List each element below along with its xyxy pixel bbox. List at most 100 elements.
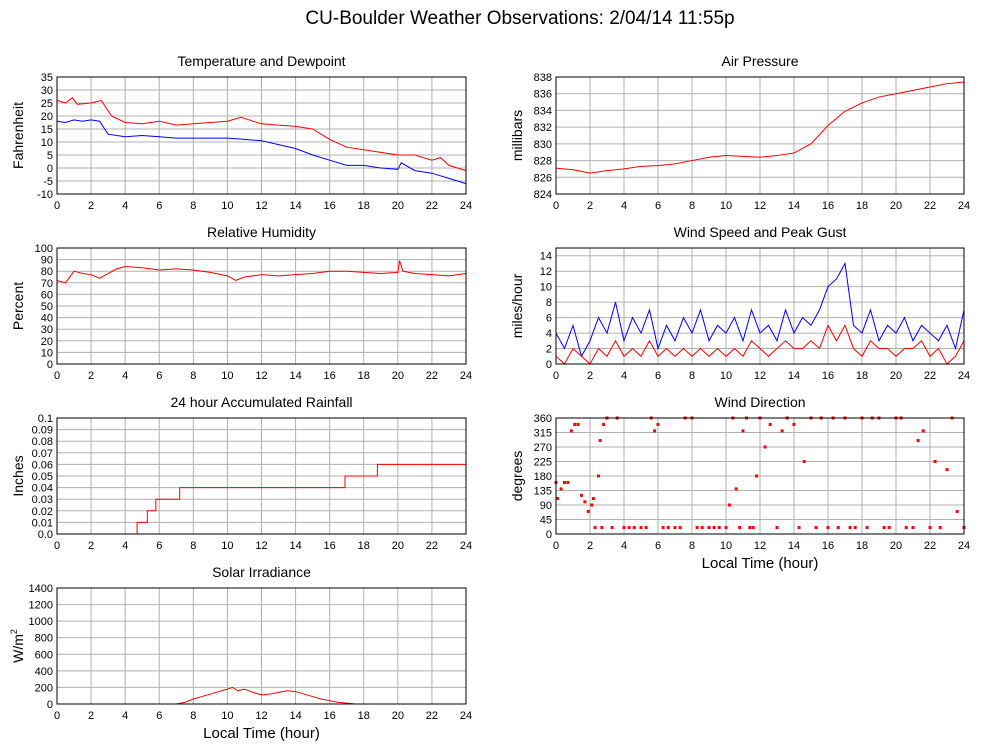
y-tick-label: -10 — [37, 189, 53, 201]
x-tick-label: 6 — [156, 200, 162, 212]
x-tick-label: 24 — [460, 710, 472, 722]
y-tick-label: 10 — [41, 347, 53, 359]
y-tick-label: 25 — [41, 98, 53, 110]
y-tick-label: 824 — [534, 189, 552, 201]
x-tick-label: 20 — [392, 540, 404, 552]
data-point — [775, 526, 779, 530]
y-tick-label: 0.07 — [32, 448, 53, 460]
data-point — [768, 422, 772, 426]
x-tick-label: 20 — [890, 370, 902, 382]
x-tick-label: 12 — [255, 200, 267, 212]
data-point — [563, 480, 566, 484]
chart-solar: 0 2 4 6 8 10 12 14 16 18 20 22 240200400600800100012… — [9, 564, 472, 742]
series-line-0 — [56, 97, 467, 172]
y-axis-label-text: miles/hour — [509, 273, 525, 338]
data-point — [673, 526, 677, 530]
data-point — [656, 422, 660, 426]
x-tick-label: 16 — [822, 200, 834, 212]
data-point — [928, 526, 932, 530]
y-tick-label: 8 — [546, 297, 552, 309]
data-point — [586, 509, 590, 513]
y-axis-label: W/m2 — [9, 629, 26, 663]
y-tick-label: 0 — [546, 529, 552, 541]
x-tick-label: 10 — [221, 370, 233, 382]
x-tick-label: 10 — [221, 540, 233, 552]
y-tick-label: 5 — [47, 150, 53, 162]
y-tick-label: 0.04 — [32, 483, 53, 495]
x-tick-label: 20 — [392, 370, 404, 382]
x-tick-label: 0 — [54, 540, 60, 552]
y-tick-label: 800 — [35, 633, 53, 645]
data-point — [583, 500, 587, 504]
data-point — [724, 526, 728, 530]
x-tick-label: 4 — [122, 540, 128, 552]
series-line-1 — [56, 119, 467, 185]
y-tick-label: 80 — [41, 266, 53, 278]
chart-title: Air Pressure — [721, 53, 798, 69]
y-tick-label: 135 — [534, 486, 552, 498]
y-tick-label: 70 — [41, 278, 53, 290]
data-point — [741, 429, 745, 433]
data-point — [661, 526, 665, 530]
data-point — [865, 526, 869, 530]
data-point — [700, 526, 704, 530]
x-tick-label: 22 — [426, 370, 438, 382]
x-tick-label: 10 — [720, 200, 732, 212]
y-tick-label: 225 — [534, 457, 552, 469]
y-tick-label: 1000 — [29, 616, 53, 628]
x-tick-label: 2 — [88, 200, 94, 212]
x-tick-label: 22 — [924, 370, 936, 382]
x-tick-label: 14 — [788, 370, 800, 382]
y-tick-label: 0.08 — [32, 436, 53, 448]
x-tick-label: 10 — [221, 200, 233, 212]
x-tick-label: 20 — [392, 710, 404, 722]
data-point — [576, 422, 580, 426]
x-tick-label: 4 — [122, 710, 128, 722]
series-line-0 — [57, 463, 466, 535]
data-point — [717, 526, 721, 530]
y-tick-label: 0.09 — [32, 425, 53, 437]
data-point — [610, 526, 614, 530]
y-axis-label-superscript: 2 — [9, 629, 19, 634]
x-tick-label: 18 — [358, 540, 370, 552]
x-tick-label: 2 — [587, 540, 593, 552]
data-point — [887, 526, 891, 530]
x-tick-label: 2 — [587, 370, 593, 382]
y-tick-label: 270 — [534, 442, 552, 454]
y-tick-label: 15 — [41, 124, 53, 136]
y-tick-label: 0 — [47, 163, 53, 175]
x-tick-label: 0 — [553, 540, 559, 552]
data-point — [848, 526, 852, 530]
x-tick-label: 6 — [655, 540, 661, 552]
y-axis-label: Fahrenheit — [10, 102, 26, 169]
data-point — [734, 487, 738, 491]
data-point — [597, 474, 600, 478]
x-tick-label: 0 — [54, 370, 60, 382]
y-tick-label: 14 — [540, 251, 552, 263]
y-axis-label-text: millibars — [509, 110, 525, 161]
x-tick-label: 22 — [426, 540, 438, 552]
y-tick-label: 10 — [41, 137, 53, 149]
x-tick-label: 4 — [621, 200, 627, 212]
x-tick-label: 24 — [958, 370, 970, 382]
y-axis-label-text: Inches — [10, 455, 26, 496]
plot-frame — [555, 417, 965, 535]
x-tick-label: 4 — [621, 540, 627, 552]
chart-pres: 0 2 4 6 8 10 12 14 16 18 20 22 248248268288308328348… — [509, 53, 970, 212]
x-tick-label: 6 — [655, 370, 661, 382]
data-point — [602, 422, 606, 426]
y-tick-label: 100 — [35, 243, 53, 255]
series-line-0 — [57, 686, 466, 705]
y-tick-label: 400 — [35, 666, 53, 678]
data-point — [921, 429, 925, 433]
y-tick-label: 826 — [534, 172, 552, 184]
y-tick-label: 0.02 — [32, 506, 53, 518]
data-point — [904, 526, 908, 530]
data-point — [797, 526, 801, 530]
series-line-0 — [56, 260, 467, 284]
chart-rain: 0 2 4 6 8 10 12 14 16 18 20 22 240.00.010.020.030.04… — [10, 394, 472, 552]
data-point — [590, 503, 594, 507]
x-tick-label: 18 — [856, 200, 868, 212]
x-tick-label: 10 — [221, 710, 233, 722]
y-axis-label-text: W/m — [10, 634, 26, 663]
